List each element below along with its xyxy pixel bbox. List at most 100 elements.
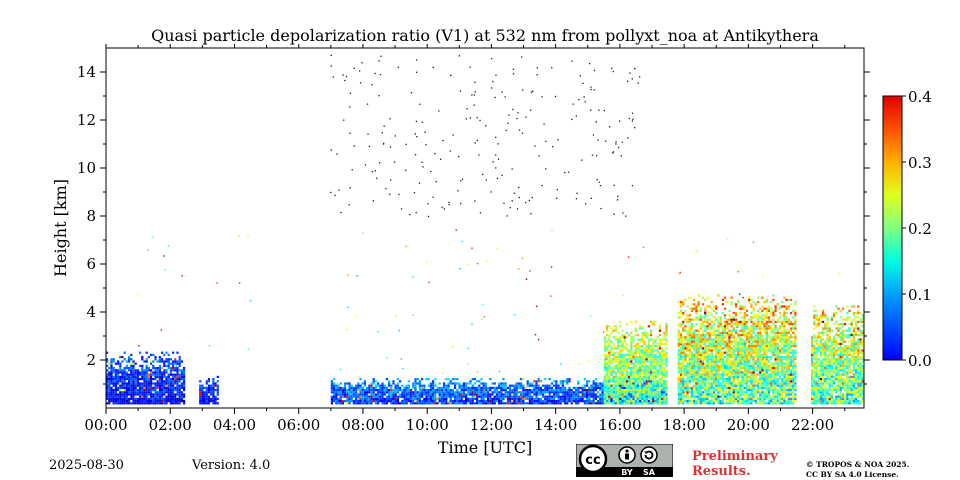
heatmap-cell	[454, 397, 457, 400]
heatmap-cell	[781, 386, 784, 389]
heatmap-cell	[579, 397, 582, 400]
heatmap-cell	[778, 400, 782, 403]
heatmap-cell	[544, 391, 547, 394]
heatmap-cell	[176, 351, 179, 354]
heatmap-cell	[114, 373, 117, 376]
heatmap-cell	[734, 338, 738, 341]
heatmap-cell	[723, 393, 727, 396]
heatmap-cell	[717, 375, 720, 378]
heatmap-cell	[630, 353, 633, 356]
heatmap-cell	[710, 402, 713, 405]
heatmap-cell	[734, 393, 738, 396]
heatmap-cell	[792, 353, 795, 356]
heatmap-cell	[706, 338, 709, 341]
heatmap-cell	[610, 384, 613, 387]
heatmap-cell	[163, 373, 166, 376]
heatmap-cell	[539, 389, 542, 392]
heatmap-cell	[372, 395, 375, 398]
heatmap-cell	[110, 402, 113, 405]
heatmap-cell	[763, 367, 766, 370]
heatmap-cell	[586, 400, 589, 403]
heatmap-cell	[108, 373, 111, 376]
heatmap-cell	[763, 364, 766, 367]
heatmap-cell	[756, 395, 760, 398]
heatmap-cell	[531, 400, 534, 403]
heatmap-cell	[656, 402, 659, 405]
heatmap-cell	[619, 336, 622, 339]
heatmap-cell	[710, 386, 713, 389]
heatmap-cell	[745, 375, 749, 378]
heatmap-cell	[106, 380, 109, 383]
heatmap-cell	[688, 400, 691, 403]
heatmap-cell	[506, 402, 509, 405]
heatmap-cell	[454, 382, 457, 385]
heatmap-cell	[710, 301, 713, 304]
heatmap-cell	[346, 400, 349, 403]
heatmap-cell	[117, 369, 120, 372]
heatmap-cell	[623, 340, 626, 343]
heatmap-cell	[150, 375, 153, 378]
heatmap-cell	[183, 389, 186, 392]
heatmap-cell	[136, 400, 139, 403]
heatmap-cell	[617, 378, 620, 381]
heatmap-cell	[440, 393, 443, 396]
heatmap-cell	[568, 397, 571, 400]
heatmap-cell	[697, 301, 700, 304]
heatmap-cell	[641, 397, 644, 400]
heatmap-cell	[614, 356, 617, 359]
heatmap-cell	[528, 400, 531, 403]
heatmap-cell	[608, 397, 611, 400]
heatmap-cell	[134, 373, 137, 376]
heatmap-cell	[119, 371, 122, 374]
heatmap-cell	[715, 336, 718, 339]
heatmap-cell	[778, 331, 782, 334]
heatmap-cell	[630, 391, 633, 394]
heatmap-cell	[754, 389, 757, 392]
heatmap-cell	[588, 393, 591, 396]
heatmap-cell	[778, 397, 782, 400]
heatmap-cell	[732, 397, 735, 400]
heatmap-cell	[575, 386, 578, 389]
heatmap-cell	[752, 393, 755, 396]
heatmap-cell	[145, 360, 148, 363]
heatmap-cell	[106, 378, 109, 381]
heatmap-cell	[555, 391, 558, 394]
heatmap-cell	[634, 362, 637, 365]
heatmap-cell	[726, 353, 729, 356]
heatmap-cell	[388, 391, 391, 394]
heatmap-cell	[117, 393, 120, 396]
heatmap-cell	[654, 356, 657, 359]
heatmap-cell	[789, 382, 793, 385]
heatmap-cell	[741, 305, 744, 308]
heatmap-cell	[699, 386, 702, 389]
heatmap-cell	[656, 336, 659, 339]
heatmap-cell	[693, 369, 696, 372]
heatmap-cell	[588, 400, 591, 403]
heatmap-cell	[752, 338, 755, 341]
heatmap-cell	[392, 391, 395, 394]
heatmap-cell	[385, 400, 388, 403]
heatmap-cell	[330, 391, 333, 394]
heatmap-cell	[119, 389, 122, 392]
heatmap-cell	[509, 386, 512, 389]
heatmap-cell	[440, 397, 443, 400]
heatmap-cell	[708, 384, 711, 387]
heatmap-cell	[134, 362, 137, 365]
heatmap-cell	[449, 389, 452, 392]
heatmap-cell	[469, 391, 472, 394]
heatmap-cell	[130, 391, 133, 394]
heatmap-cell	[730, 336, 733, 339]
heatmap-cell	[706, 349, 709, 352]
heatmap-cell	[385, 389, 388, 392]
heatmap-cell	[772, 367, 775, 370]
heatmap-cell	[770, 320, 773, 323]
heatmap-cell	[789, 389, 793, 392]
heatmap-cell	[726, 402, 729, 405]
heatmap-cell	[748, 329, 751, 332]
heatmap-cell	[614, 336, 617, 339]
heatmap-cell	[730, 362, 733, 365]
heatmap-cell	[429, 393, 432, 396]
heatmap-cell	[708, 371, 711, 374]
heatmap-cell	[515, 384, 518, 387]
heatmap-cell	[695, 356, 698, 359]
